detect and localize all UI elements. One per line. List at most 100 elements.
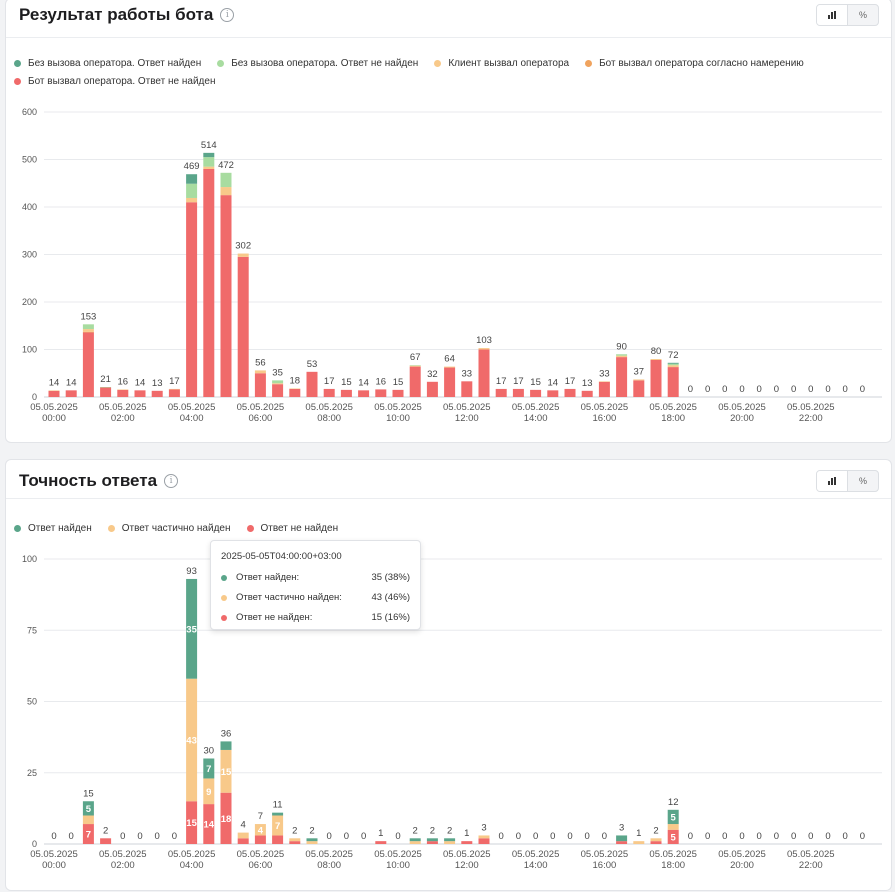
y-tick-label: 100 (22, 345, 37, 355)
bar-segment (82, 324, 94, 330)
legend-label: Бот вызвал оператора согласно намерению (599, 58, 804, 69)
bar-total-label: 17 (513, 376, 524, 387)
bar-segment (272, 384, 284, 397)
legend-dot (14, 525, 21, 532)
bar-total-label: 0 (722, 831, 727, 842)
x-tick-date: 05.05.2025 (512, 402, 560, 413)
bar-segment (220, 195, 232, 397)
x-tick-time: 04:00 (180, 413, 204, 424)
legend-item[interactable]: Ответ не найден (246, 523, 338, 534)
tooltip-dot (221, 614, 227, 621)
bar-segment (667, 363, 679, 366)
legend-item[interactable]: Ответ частично найден (107, 523, 231, 534)
bar-total-label: 17 (169, 376, 180, 387)
bar-total-label: 3 (619, 822, 624, 833)
legend-label: Ответ частично найден (121, 523, 231, 534)
bar-total-label: 0 (155, 831, 160, 842)
bar-total-label: 67 (410, 352, 421, 363)
tooltip-label: Ответ найден: (236, 572, 300, 583)
bar-total-label: 0 (705, 384, 710, 395)
x-tick-time: 10:00 (386, 413, 410, 424)
bar-segment (461, 381, 473, 397)
bar-total-label: 90 (616, 341, 627, 352)
legend-item[interactable]: Бот вызвал оператора согласно намерению (585, 58, 804, 69)
bar-segment (358, 390, 370, 397)
absolute-mode-button[interactable] (817, 471, 848, 491)
legend-item[interactable]: Без вызова оператора. Ответ найден (14, 58, 201, 69)
bar-segment (512, 388, 524, 397)
bar-total-label: 16 (376, 376, 387, 387)
legend-item[interactable]: Без вызова оператора. Ответ не найден (217, 58, 418, 69)
bar-segment (237, 832, 249, 839)
answer-accuracy-title-text: Точность ответа (19, 471, 158, 490)
bar-segment (186, 202, 198, 397)
legend-label: Ответ найден (28, 523, 92, 534)
bar-segment (461, 841, 473, 844)
bar-inner-label: 43 (186, 735, 197, 746)
bar-segment (254, 370, 266, 374)
bar-total-label: 30 (204, 746, 215, 757)
bar-segment (186, 197, 198, 203)
bar-segment (220, 172, 232, 188)
legend-item[interactable]: Клиент вызвал оператора (434, 58, 569, 69)
legend-item[interactable]: Бот вызвал оператора. Ответ не найден (14, 76, 215, 87)
bar-segment (444, 841, 456, 844)
bar-segment (426, 838, 438, 842)
x-tick-date: 05.05.2025 (305, 849, 353, 860)
bar-total-label: 1 (636, 828, 641, 839)
bar-total-label: 0 (533, 831, 538, 842)
bar-inner-label: 14 (204, 820, 215, 831)
bar-segment (186, 578, 198, 679)
bar-segment (203, 152, 215, 158)
bar-segment (289, 841, 301, 844)
percent-mode-button[interactable]: % (858, 10, 867, 20)
legend-item[interactable]: Ответ найден (14, 523, 92, 534)
bar-segment (581, 390, 593, 397)
tooltip-label: Ответ частично найден: (236, 592, 342, 603)
bar-segment (650, 841, 662, 844)
info-icon[interactable]: i (164, 474, 179, 488)
chart-tooltip: 2025-05-05T04:00:00+03:00 Ответ найден: … (210, 540, 421, 630)
bar-segment (82, 332, 94, 397)
bar-segment (237, 838, 249, 844)
bar-total-label: 0 (516, 831, 521, 842)
bar-segment (444, 838, 456, 842)
bar-total-label: 15 (83, 788, 94, 799)
bar-total-label: 15 (393, 377, 404, 388)
y-tick-label: 300 (22, 250, 37, 260)
bar-total-label: 0 (585, 831, 590, 842)
y-tick-label: 400 (22, 202, 37, 212)
legend-dot (585, 60, 593, 67)
bar-segment (186, 801, 198, 844)
bar-total-label: 0 (395, 831, 400, 842)
answer-accuracy-title: Точность ответа i (19, 471, 179, 491)
bar-segment (633, 379, 645, 381)
bar-segment (289, 388, 301, 389)
bar-segment (478, 349, 490, 397)
bar-total-label: 32 (427, 369, 438, 380)
bar-total-label: 153 (80, 311, 96, 322)
info-icon[interactable]: i (220, 8, 235, 22)
x-tick-time: 00:00 (42, 413, 66, 424)
legend-dot (107, 525, 115, 532)
bot-results-legend: Без вызова оператора. Ответ найден Без вы… (14, 58, 874, 87)
bar-segment (186, 183, 198, 198)
bar-total-label: 0 (361, 831, 366, 842)
bar-total-label: 103 (476, 335, 492, 346)
x-tick-time: 14:00 (524, 413, 548, 424)
bar-total-label: 0 (69, 831, 74, 842)
bot-results-header: Результат работы бота i % (6, 0, 891, 38)
bar-total-label: 17 (324, 376, 335, 387)
absolute-mode-button[interactable] (817, 5, 848, 25)
bar-inner-label: 15 (221, 767, 232, 778)
bar-total-label: 0 (567, 831, 572, 842)
bar-segment (272, 380, 284, 384)
bar-segment (48, 390, 60, 397)
bar-total-label: 0 (774, 831, 779, 842)
x-tick-date: 05.05.2025 (168, 849, 216, 860)
bar-total-label: 469 (184, 161, 200, 172)
y-tick-label: 50 (27, 697, 37, 707)
percent-mode-button[interactable]: % (858, 476, 867, 486)
bar-segment (375, 841, 387, 844)
